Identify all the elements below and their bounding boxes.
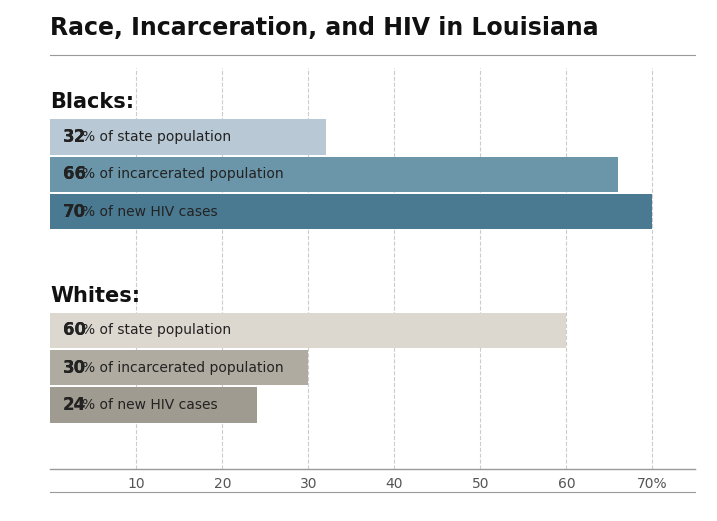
Bar (50, 157, 618, 192)
Text: 60: 60 (63, 321, 86, 339)
Text: 66: 66 (63, 165, 86, 183)
Bar (50, 194, 652, 229)
Text: % of new HIV cases: % of new HIV cases (82, 398, 218, 412)
Bar (50, 313, 566, 348)
Bar (50, 387, 257, 423)
Text: 70: 70 (63, 203, 86, 221)
Text: % of incarcerated population: % of incarcerated population (82, 167, 284, 181)
Bar (50, 119, 326, 155)
Text: % of incarcerated population: % of incarcerated population (82, 361, 284, 375)
Text: 70: 70 (63, 203, 86, 221)
Text: 60: 60 (63, 321, 86, 339)
Text: 30: 30 (63, 358, 86, 377)
Bar (50, 350, 308, 386)
Text: 30: 30 (63, 358, 86, 377)
Text: % of state population: % of state population (82, 323, 231, 337)
Text: Blacks:: Blacks: (50, 92, 134, 113)
Text: Race, Incarceration, and HIV in Louisiana: Race, Incarceration, and HIV in Louisian… (50, 16, 599, 40)
Text: 66: 66 (63, 165, 86, 183)
Text: 32: 32 (63, 128, 86, 146)
Text: 24: 24 (63, 396, 86, 414)
Text: Whites:: Whites: (50, 286, 141, 305)
Text: 32: 32 (63, 128, 86, 146)
Text: % of state population: % of state population (82, 130, 231, 144)
Text: % of new HIV cases: % of new HIV cases (82, 205, 218, 219)
Text: 24: 24 (63, 396, 86, 414)
